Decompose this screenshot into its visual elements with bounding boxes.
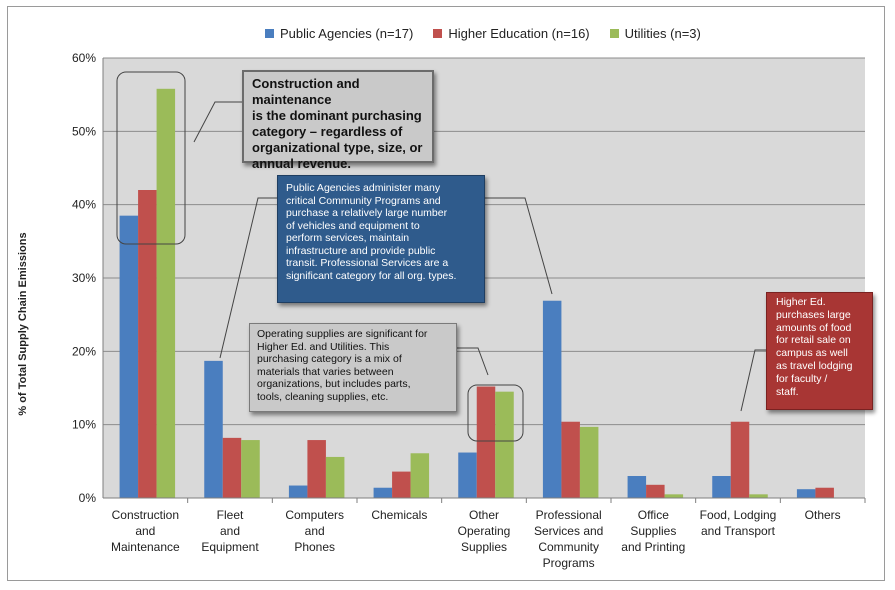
annotation-line: materials that varies between: [257, 365, 394, 378]
bar-public-agencies-n-17-chemicals: [373, 487, 393, 498]
x-tick-label: Chemicals: [371, 508, 427, 522]
leader-public-professional: [485, 197, 553, 295]
legend-label-higher-education: Higher Education (n=16): [448, 26, 590, 41]
bar-higher-education-n-16-construction-and-maintenance: [138, 190, 157, 498]
y-tick-label: 50%: [72, 124, 96, 138]
highlight-construction: [116, 71, 186, 245]
annotation-line: amounts of food: [776, 321, 852, 334]
annotation-operating-supplies: Operating supplies are significant for H…: [249, 323, 457, 412]
bar-utilities-n-3-office-supplies-and-printing: [664, 494, 684, 498]
bar-public-agencies-n-17-construction-and-maintenance: [119, 215, 139, 498]
annotation-line: infrastructure and provide public: [286, 244, 436, 257]
x-tick-label: Food, Lodging and Transport: [700, 508, 777, 538]
leader-higher-education: [740, 349, 766, 412]
annotation-line: purchase a relatively large number: [286, 207, 448, 219]
annotation-line: organizations, but includes parts,: [257, 378, 411, 390]
annotation-higher-education: Higher Ed. purchases large amounts of fo…: [766, 292, 873, 410]
legend: Public Agencies (n=17) Higher Education …: [265, 26, 701, 41]
legend-label-public-agencies: Public Agencies (n=17): [280, 26, 414, 41]
bar-public-agencies-n-17-office-supplies-and-printing: [627, 476, 647, 498]
annotation-line: campus as well: [776, 347, 848, 360]
annotation-line: annual revenue.: [252, 156, 351, 171]
annotation-line: critical Community Programs and: [286, 194, 441, 207]
bar-utilities-n-3-professional-services-and-community-programs: [579, 426, 599, 498]
annotation-public-agencies: Public Agencies administer many critical…: [277, 175, 485, 303]
annotation-line: staff.: [776, 385, 799, 398]
annotation-line: Higher Ed. and Utilities. This: [257, 340, 390, 353]
x-tick-label: Computers and Phones: [285, 508, 344, 554]
legend-label-utilities: Utilities (n=3): [624, 26, 701, 41]
annotation-construction: Construction and maintenance is the domi…: [242, 70, 434, 171]
bar-public-agencies-n-17-fleet-and-equipment: [204, 360, 223, 498]
leader-operating: [457, 347, 489, 376]
bar-utilities-n-3-other-operating-supplies: [495, 391, 514, 498]
legend-item-higher-education: Higher Education (n=16): [433, 26, 590, 41]
annotation-line: Public Agencies administer many: [286, 182, 441, 194]
bar-utilities-n-3-construction-and-maintenance: [156, 88, 176, 499]
annotation-line: perform services, maintain: [286, 232, 410, 244]
y-axis-label: % of Total Supply Chain Emissions: [17, 232, 29, 416]
bar-public-agencies-n-17-food-lodging-and-transport: [712, 476, 731, 498]
y-tick-label: 30%: [72, 271, 96, 285]
legend-swatch-public-agencies: [265, 29, 274, 38]
bar-higher-education-n-16-office-supplies-and-printing: [646, 484, 665, 498]
annotation-line: as travel lodging: [776, 359, 853, 372]
y-tick-label: 0%: [79, 491, 97, 505]
highlight-operating-supplies: [467, 384, 524, 442]
legend-item-public-agencies: Public Agencies (n=17): [265, 26, 413, 41]
x-tick-label: Fleet and Equipment: [201, 508, 259, 554]
bar-higher-education-n-16-other-operating-supplies: [476, 386, 496, 498]
annotation-line: Construction and maintenance: [252, 76, 360, 107]
y-tick-label: 10%: [72, 418, 96, 432]
y-tick-label: 20%: [72, 344, 96, 358]
annotation-line: organizational type, size, or: [252, 140, 423, 155]
bar-higher-education-n-16-others: [815, 487, 834, 498]
annotation-line: for retail sale on: [776, 334, 851, 347]
bar-higher-education-n-16-chemicals: [392, 471, 411, 498]
x-tick-label: Office Supplies and Printing: [621, 508, 685, 554]
annotation-line: significant category for all org. types.: [286, 269, 457, 282]
bar-higher-education-n-16-fleet-and-equipment: [222, 437, 242, 498]
annotation-line: purchases large: [776, 308, 851, 321]
bar-higher-education-n-16-food-lodging-and-transport: [730, 421, 750, 498]
leader-construction: [193, 101, 242, 143]
bar-public-agencies-n-17-professional-services-and-community-programs: [542, 300, 562, 498]
bar-utilities-n-3-fleet-and-equipment: [241, 440, 260, 498]
annotation-line: is the dominant purchasing: [252, 108, 422, 123]
bar-utilities-n-3-computers-and-phones: [325, 456, 345, 498]
bar-higher-education-n-16-computers-and-phones: [307, 440, 326, 498]
x-tick-label: Other Operating Supplies: [458, 508, 511, 554]
annotation-line: of vehicles and equipment to: [286, 219, 420, 232]
x-tick-label: Construction and Maintenance: [111, 508, 180, 554]
bar-public-agencies-n-17-others: [796, 489, 816, 498]
leader-public-fleet: [219, 197, 277, 359]
bar-higher-education-n-16-professional-services-and-community-programs: [561, 421, 580, 498]
x-tick-label: Professional Services and Community Program…: [534, 508, 603, 570]
bar-utilities-n-3-food-lodging-and-transport: [749, 494, 768, 498]
annotation-line: Higher Ed.: [776, 296, 826, 308]
bar-public-agencies-n-17-other-operating-supplies: [458, 452, 477, 498]
legend-swatch-higher-education: [433, 29, 443, 38]
annotation-line: for faculty /: [776, 372, 828, 385]
bar-public-agencies-n-17-computers-and-phones: [288, 485, 308, 498]
annotation-line: category – regardless of: [252, 124, 403, 139]
x-tick-label: Others: [805, 508, 841, 522]
bar-utilities-n-3-chemicals: [410, 453, 430, 498]
annotation-line: transit. Professional Services are a: [286, 257, 449, 269]
annotation-line: tools, cleaning supplies, etc.: [257, 390, 389, 403]
legend-item-utilities: Utilities (n=3): [609, 26, 701, 41]
legend-swatch-utilities: [609, 29, 619, 38]
annotation-line: Operating supplies are significant for: [257, 328, 428, 340]
y-tick-label: 60%: [72, 51, 96, 65]
annotation-line: purchasing category is a mix of: [257, 353, 402, 365]
y-tick-label: 40%: [72, 198, 96, 212]
